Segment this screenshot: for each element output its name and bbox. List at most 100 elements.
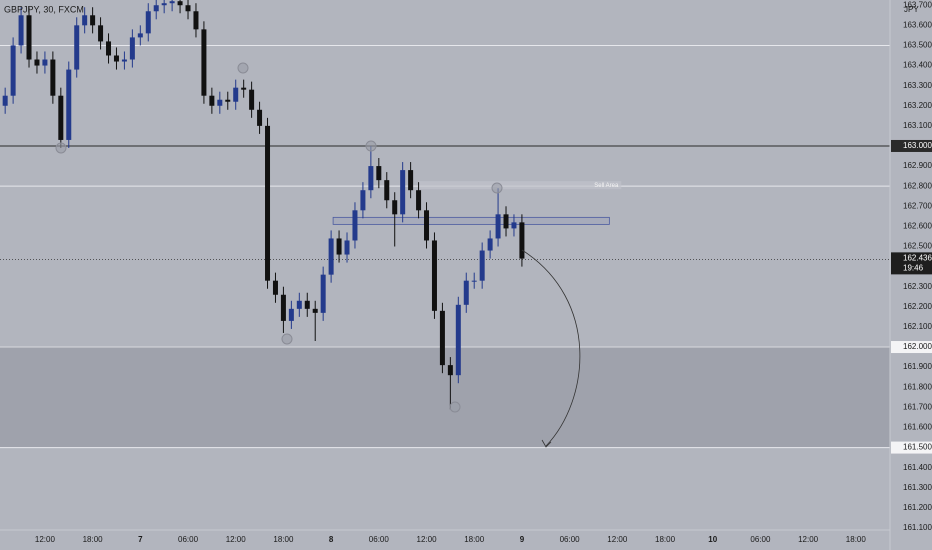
candle-body xyxy=(503,214,509,229)
y-tick-label: 161.900 xyxy=(903,362,932,371)
x-tick-label: 12:00 xyxy=(607,535,628,544)
candle-body xyxy=(2,95,8,106)
candle-body xyxy=(416,190,422,211)
x-tick-label: 06:00 xyxy=(560,535,581,544)
candle-body xyxy=(280,294,286,321)
y-tick-label: 162.800 xyxy=(903,181,932,190)
x-tick-label: 12:00 xyxy=(417,535,438,544)
y-tick-label: 163.100 xyxy=(903,121,932,130)
candle-body xyxy=(217,99,223,106)
y-tick-label: 161.400 xyxy=(903,463,932,472)
plot xyxy=(2,0,525,410)
x-tick-label: 18:00 xyxy=(846,535,867,544)
candle-body xyxy=(225,99,231,102)
level-price-box xyxy=(891,341,932,354)
last-price-box xyxy=(891,252,932,275)
pivot xyxy=(281,333,293,345)
candle-body xyxy=(58,95,64,140)
level-price-label: 162.000 xyxy=(903,342,932,351)
y-tick-label: 161.200 xyxy=(903,503,932,512)
x-tick-label: 12:00 xyxy=(226,535,247,544)
level-price-label: 163.000 xyxy=(903,141,932,150)
level-price-label: 161.500 xyxy=(903,443,932,452)
x-tick-label: 18:00 xyxy=(83,535,104,544)
x-tick-label: 8 xyxy=(329,535,334,544)
candle-body xyxy=(511,222,517,229)
candle-body xyxy=(471,280,477,282)
pivot xyxy=(365,140,377,152)
candle-body xyxy=(519,222,525,259)
candle-body xyxy=(320,274,326,313)
candle-body xyxy=(193,11,199,30)
candle-body xyxy=(265,125,271,281)
currency: JPY xyxy=(904,5,919,14)
y-tick-label: 162.300 xyxy=(903,282,932,291)
candle-body xyxy=(392,200,398,215)
candle-body xyxy=(42,59,48,66)
y-tick-label: 163.700 xyxy=(903,0,932,9)
candle-body xyxy=(249,89,255,110)
candle-body xyxy=(439,310,445,366)
candle-body xyxy=(368,166,374,191)
sell-label-box xyxy=(418,181,622,190)
x-tick-label: 7 xyxy=(138,535,143,544)
candle-body xyxy=(431,240,437,311)
y-tick-label: 161.300 xyxy=(903,483,932,492)
arrow-head xyxy=(541,439,552,448)
candle-body xyxy=(328,238,334,275)
last-price-label: 162.436 xyxy=(903,253,932,262)
y-tick-label: 162.600 xyxy=(903,222,932,231)
candle-body xyxy=(463,280,469,305)
candle-body xyxy=(272,280,278,295)
candle-body xyxy=(66,69,72,140)
candle-body xyxy=(376,166,382,181)
candle-body xyxy=(495,214,501,239)
pivot-markers xyxy=(55,62,503,413)
candle-body xyxy=(34,59,40,66)
candle-body xyxy=(137,33,143,38)
candle-body xyxy=(424,210,430,241)
zone-layer: Sell Area xyxy=(0,44,890,449)
y-tick-label: 163.200 xyxy=(903,101,932,110)
pivot xyxy=(237,62,249,74)
candle-body xyxy=(233,87,239,102)
x-tick-label: 12:00 xyxy=(798,535,819,544)
candle-body xyxy=(145,11,151,34)
candle-body xyxy=(360,190,366,211)
x-tick-label: 06:00 xyxy=(750,535,771,544)
y-tick-label: 162.900 xyxy=(903,161,932,170)
y-tick-label: 163.300 xyxy=(903,81,932,90)
candle-body xyxy=(153,5,159,12)
x-tick-label: 10 xyxy=(708,535,717,544)
y-tick-label: 161.100 xyxy=(903,523,932,532)
candle-body xyxy=(10,45,16,96)
y-tick-label: 162.500 xyxy=(903,242,932,251)
candle-body xyxy=(257,109,263,126)
candle-body xyxy=(209,95,215,106)
y-tick-label: 162.700 xyxy=(903,201,932,210)
candle-body xyxy=(169,1,175,4)
candle-body xyxy=(479,250,485,281)
x-tick-label: 06:00 xyxy=(178,535,199,544)
candle-body xyxy=(121,59,127,62)
sell-label: Sell Area xyxy=(594,183,619,189)
x-tick-label: 9 xyxy=(520,535,525,544)
candle-body xyxy=(129,37,135,60)
y-tick-label: 163.400 xyxy=(903,61,932,70)
y-tick-label: 163.600 xyxy=(903,20,932,29)
candle-body xyxy=(90,15,96,26)
candle-body xyxy=(74,25,80,70)
x-tick-label: 18:00 xyxy=(464,535,485,544)
candle-body xyxy=(400,170,406,215)
countdown-label: 19:46 xyxy=(903,263,924,272)
demand-zone xyxy=(0,347,890,448)
projection-arrow xyxy=(521,249,581,447)
candle-body xyxy=(384,180,390,201)
pivot xyxy=(491,182,503,194)
candle-body xyxy=(288,308,294,321)
candle-body xyxy=(50,59,56,96)
candle-body xyxy=(408,170,414,191)
candle-body xyxy=(98,25,104,42)
